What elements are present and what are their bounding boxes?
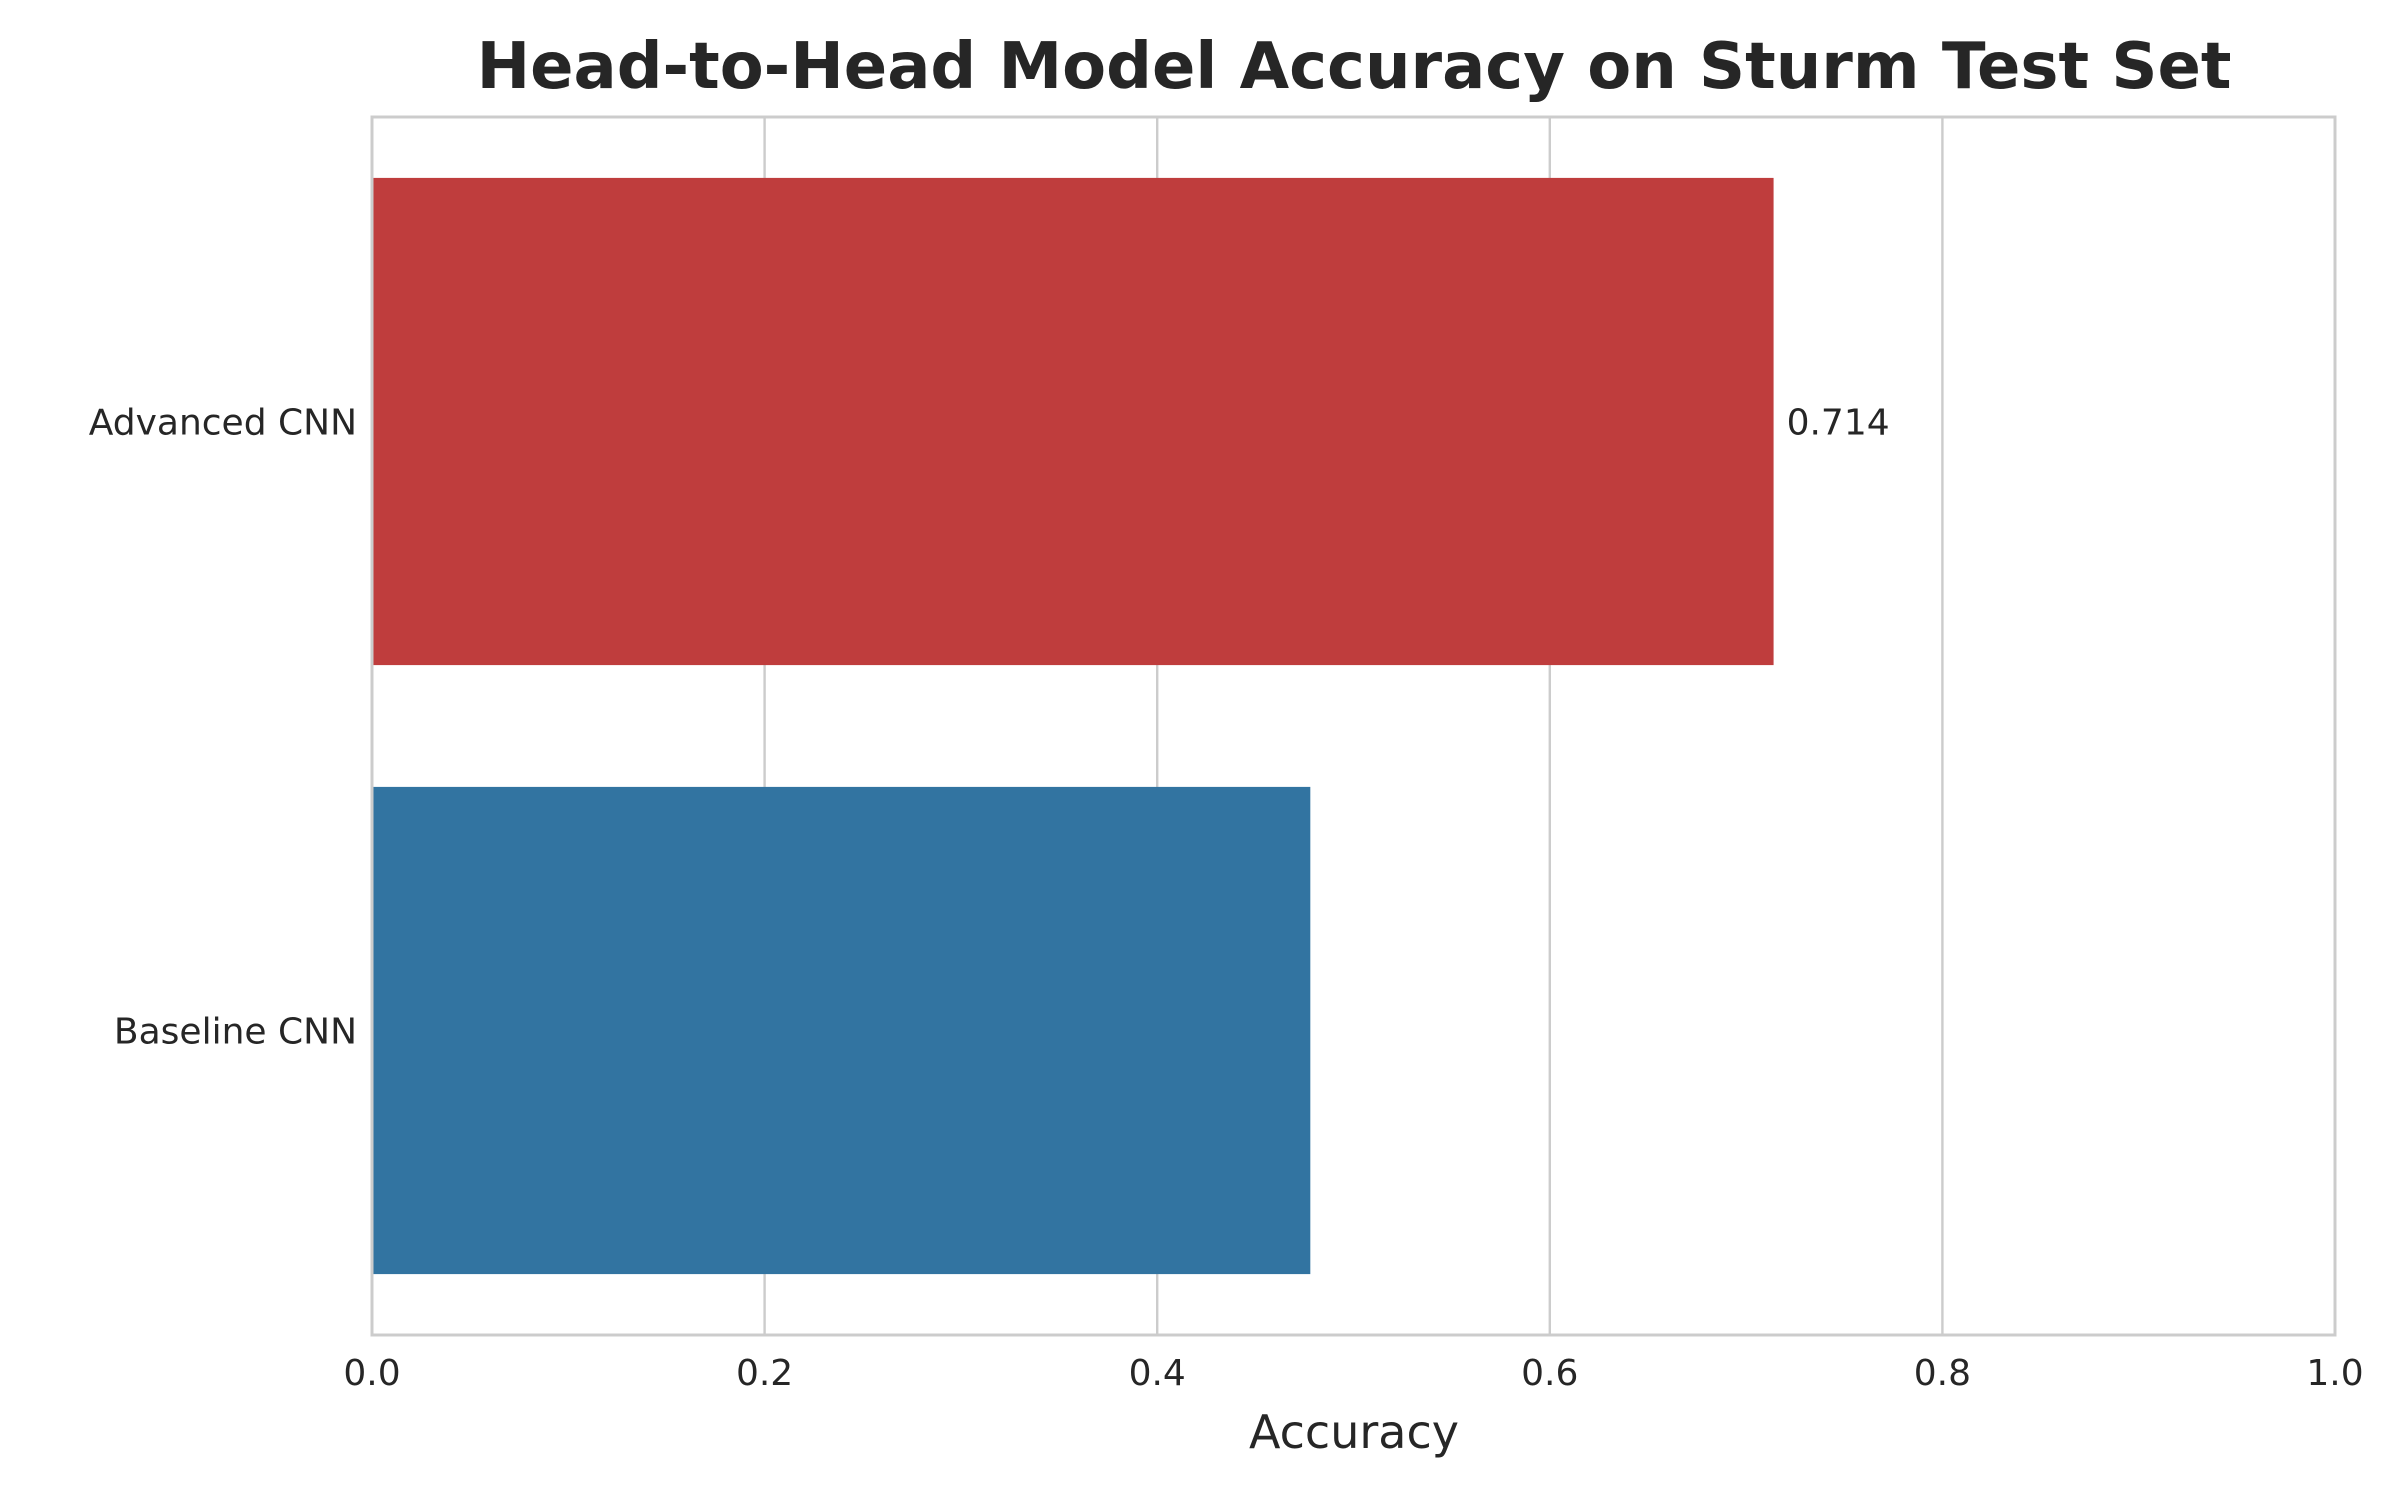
x-tick-label: 0.0 bbox=[343, 1353, 400, 1394]
bar-advanced-cnn bbox=[372, 177, 1774, 666]
y-axis-ticks: Advanced CNN Baseline CNN bbox=[89, 403, 357, 1053]
x-tick-label: 0.6 bbox=[1521, 1353, 1578, 1394]
bar-value-label: 0.714 bbox=[1787, 403, 1890, 444]
x-tick-label: 0.8 bbox=[1914, 1353, 1971, 1394]
x-axis-label: Accuracy bbox=[1249, 1405, 1459, 1459]
bar-baseline-cnn bbox=[372, 786, 1311, 1275]
bars bbox=[372, 177, 1774, 1275]
x-axis-ticks: 0.0 0.2 0.4 0.6 0.8 1.0 bbox=[343, 1353, 2363, 1394]
data-labels: 0.714 bbox=[1787, 403, 1890, 444]
x-tick-label: 0.2 bbox=[736, 1353, 793, 1394]
chart-title: Head-to-Head Model Accuracy on Sturm Tes… bbox=[477, 30, 2232, 104]
y-tick-label: Baseline CNN bbox=[114, 1012, 357, 1053]
x-tick-label: 0.4 bbox=[1129, 1353, 1186, 1394]
x-tick-label: 1.0 bbox=[2306, 1353, 2363, 1394]
y-tick-label: Advanced CNN bbox=[89, 403, 357, 444]
plot-frame bbox=[370, 115, 2337, 1337]
